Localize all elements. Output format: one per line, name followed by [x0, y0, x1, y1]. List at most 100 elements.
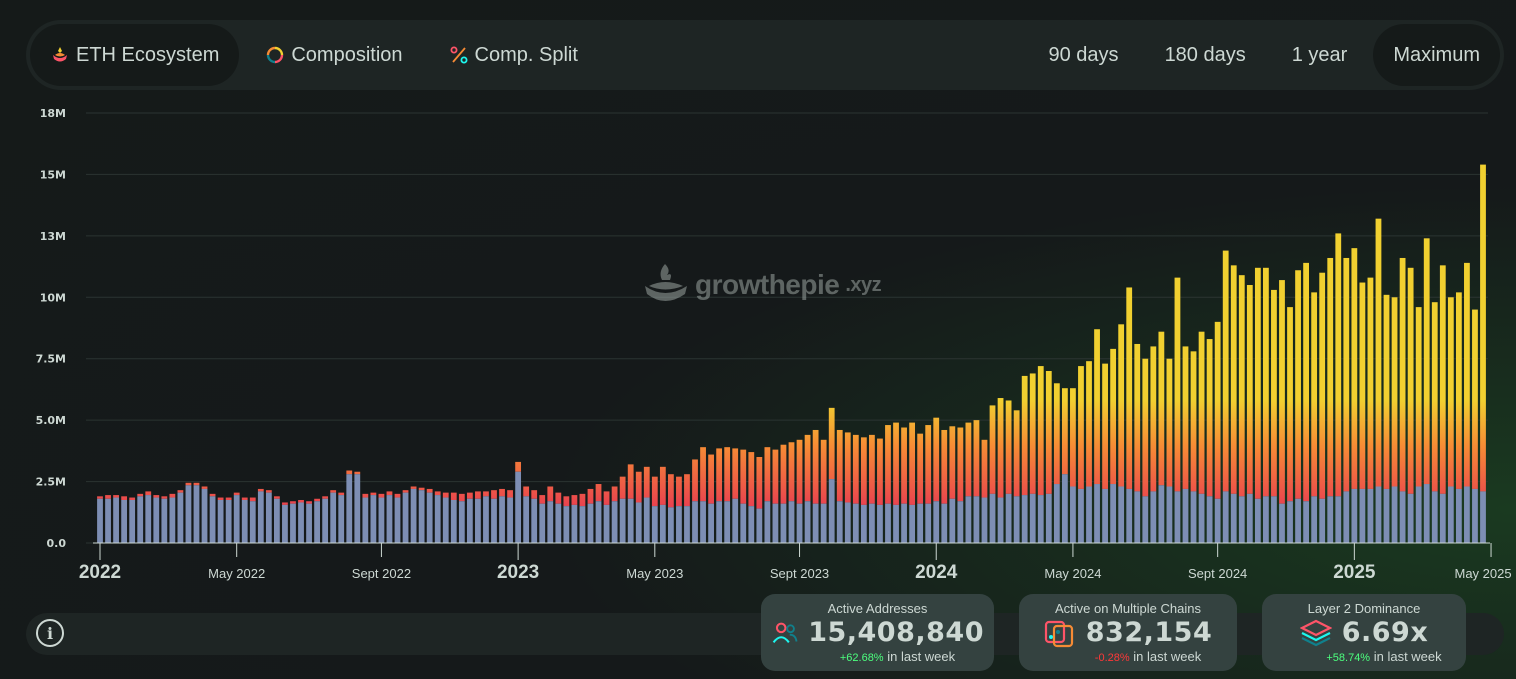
metric-change-suffix: in last week	[1133, 649, 1202, 664]
bar-segment-upper	[161, 496, 168, 499]
x-tick-label: May 2022	[208, 566, 265, 581]
bar-segment-upper	[716, 448, 723, 502]
bar-segment-base	[1480, 491, 1486, 543]
bar-segment-base	[997, 497, 1004, 543]
bar-segment-upper	[145, 491, 152, 496]
bar-segment-base	[676, 506, 682, 543]
bar-segment-upper	[877, 438, 883, 505]
bar-segment-upper	[836, 429, 843, 502]
bar-segment-upper	[442, 492, 449, 498]
bar-segment-upper	[362, 493, 369, 498]
bar-segment-upper	[555, 492, 562, 504]
bar-segment-upper	[933, 417, 940, 502]
bar-segment-upper	[595, 484, 602, 502]
bar-segment-base	[1045, 493, 1052, 543]
bar-segment-upper	[426, 488, 433, 493]
bar-segment-base	[1070, 486, 1076, 543]
bar-segment-base	[1021, 495, 1028, 543]
x-tick-label: May 2023	[626, 566, 683, 581]
bar-segment-base	[893, 504, 899, 543]
bar-segment-upper	[241, 497, 248, 500]
bar-segment-upper	[820, 439, 827, 504]
bar-segment-upper	[1053, 383, 1060, 485]
bar-segment-base	[1142, 496, 1149, 543]
bar-segment-upper	[314, 498, 320, 502]
bar-segment-base	[466, 498, 473, 543]
info-icon[interactable]: i	[36, 619, 64, 647]
bar-segment-upper	[306, 501, 312, 504]
tab-eth-ecosystem[interactable]: ETH Ecosystem	[30, 24, 240, 86]
range-90-days[interactable]: 90 days	[1029, 24, 1139, 86]
bar-segment-base	[764, 501, 771, 543]
bar-segment-base	[370, 495, 377, 543]
bar-segment-base	[1303, 501, 1309, 543]
bar-segment-upper	[402, 490, 409, 493]
metric-change-suffix: in last week	[887, 649, 956, 664]
bar-segment-upper	[177, 490, 184, 493]
range-1-year[interactable]: 1 year	[1272, 24, 1368, 86]
bar-segment-base	[346, 474, 353, 543]
bar-segment-base	[491, 498, 497, 543]
bar-segment-upper	[338, 492, 345, 496]
bar-segment-base	[185, 485, 192, 543]
bar-segment-upper	[418, 487, 425, 491]
bar-segment-upper	[1246, 285, 1253, 494]
tab-composition-label: Composition	[291, 43, 403, 66]
bar-segment-upper	[1174, 277, 1181, 492]
bar-segment-upper	[507, 490, 513, 498]
bar-segment-base	[1190, 491, 1197, 543]
bar-segment-upper	[724, 447, 731, 502]
bar-segment-base	[933, 501, 940, 543]
bar-segment-upper	[475, 491, 481, 499]
bar-segment-base	[877, 504, 883, 543]
bar-segment-upper	[1431, 302, 1438, 492]
bar-segment-upper	[1013, 410, 1020, 497]
bar-segment-upper	[587, 488, 594, 504]
bar-segment-upper	[523, 486, 530, 497]
bar-segment-upper	[105, 495, 111, 499]
bar-segment-base	[217, 500, 224, 543]
bar-segment-upper	[1126, 287, 1133, 489]
bar-segment-upper	[764, 447, 771, 502]
stacked-bar-chart[interactable]: 0.0 2.5M 5.0M 7.5M 10M 13M 15M 18M 2022 May 2022 S…	[0, 100, 1516, 590]
bar-segment-upper	[1279, 280, 1285, 504]
bar-segment-base	[1102, 488, 1108, 543]
bar-segment-base	[965, 496, 972, 543]
range-maximum[interactable]: Maximum	[1373, 24, 1500, 86]
bar-segment-upper	[1078, 366, 1084, 489]
bar-segment-base	[732, 498, 739, 543]
bar-segment-upper	[113, 495, 119, 498]
range-180-days[interactable]: 180 days	[1145, 24, 1266, 86]
bar-segment-base	[225, 500, 232, 543]
tab-composition[interactable]: Composition	[245, 24, 422, 86]
x-tick-label: 2024	[915, 562, 958, 583]
bar-segment-base	[1061, 474, 1068, 543]
bar-segment-base	[1174, 491, 1181, 543]
bar-segment-base	[820, 503, 827, 543]
bar-segment-base	[925, 503, 932, 543]
bar-segment-upper	[458, 493, 465, 502]
bar-segment-upper	[1472, 309, 1478, 489]
bar-segment-upper	[322, 496, 329, 499]
users-icon	[772, 622, 798, 643]
bar-segment-base	[1086, 486, 1092, 543]
bar-segment-upper	[394, 493, 401, 498]
tab-comp-split[interactable]: Comp. Split	[429, 24, 598, 86]
bar-segment-upper	[201, 486, 208, 489]
bar-segment-upper	[1447, 297, 1454, 487]
bar-segment-upper	[860, 437, 867, 505]
bar-segment-upper	[941, 429, 948, 504]
bar-segment-upper	[1070, 388, 1076, 487]
bar-segment-base	[1134, 491, 1141, 543]
bar-segment-upper	[539, 495, 546, 504]
bar-segment-base	[563, 506, 570, 543]
metric-title: Layer 2 Dominance	[1307, 601, 1421, 616]
bar-segment-upper	[1118, 324, 1125, 487]
bar-segment-upper	[1455, 292, 1462, 489]
bar-segment-base	[1094, 484, 1100, 543]
y-tick-label: 15M	[40, 168, 66, 181]
bar-segment-upper	[949, 426, 956, 499]
bar-segment-base	[1447, 486, 1454, 543]
bar-segment-base	[249, 501, 256, 543]
bar-segment-base	[619, 498, 626, 543]
